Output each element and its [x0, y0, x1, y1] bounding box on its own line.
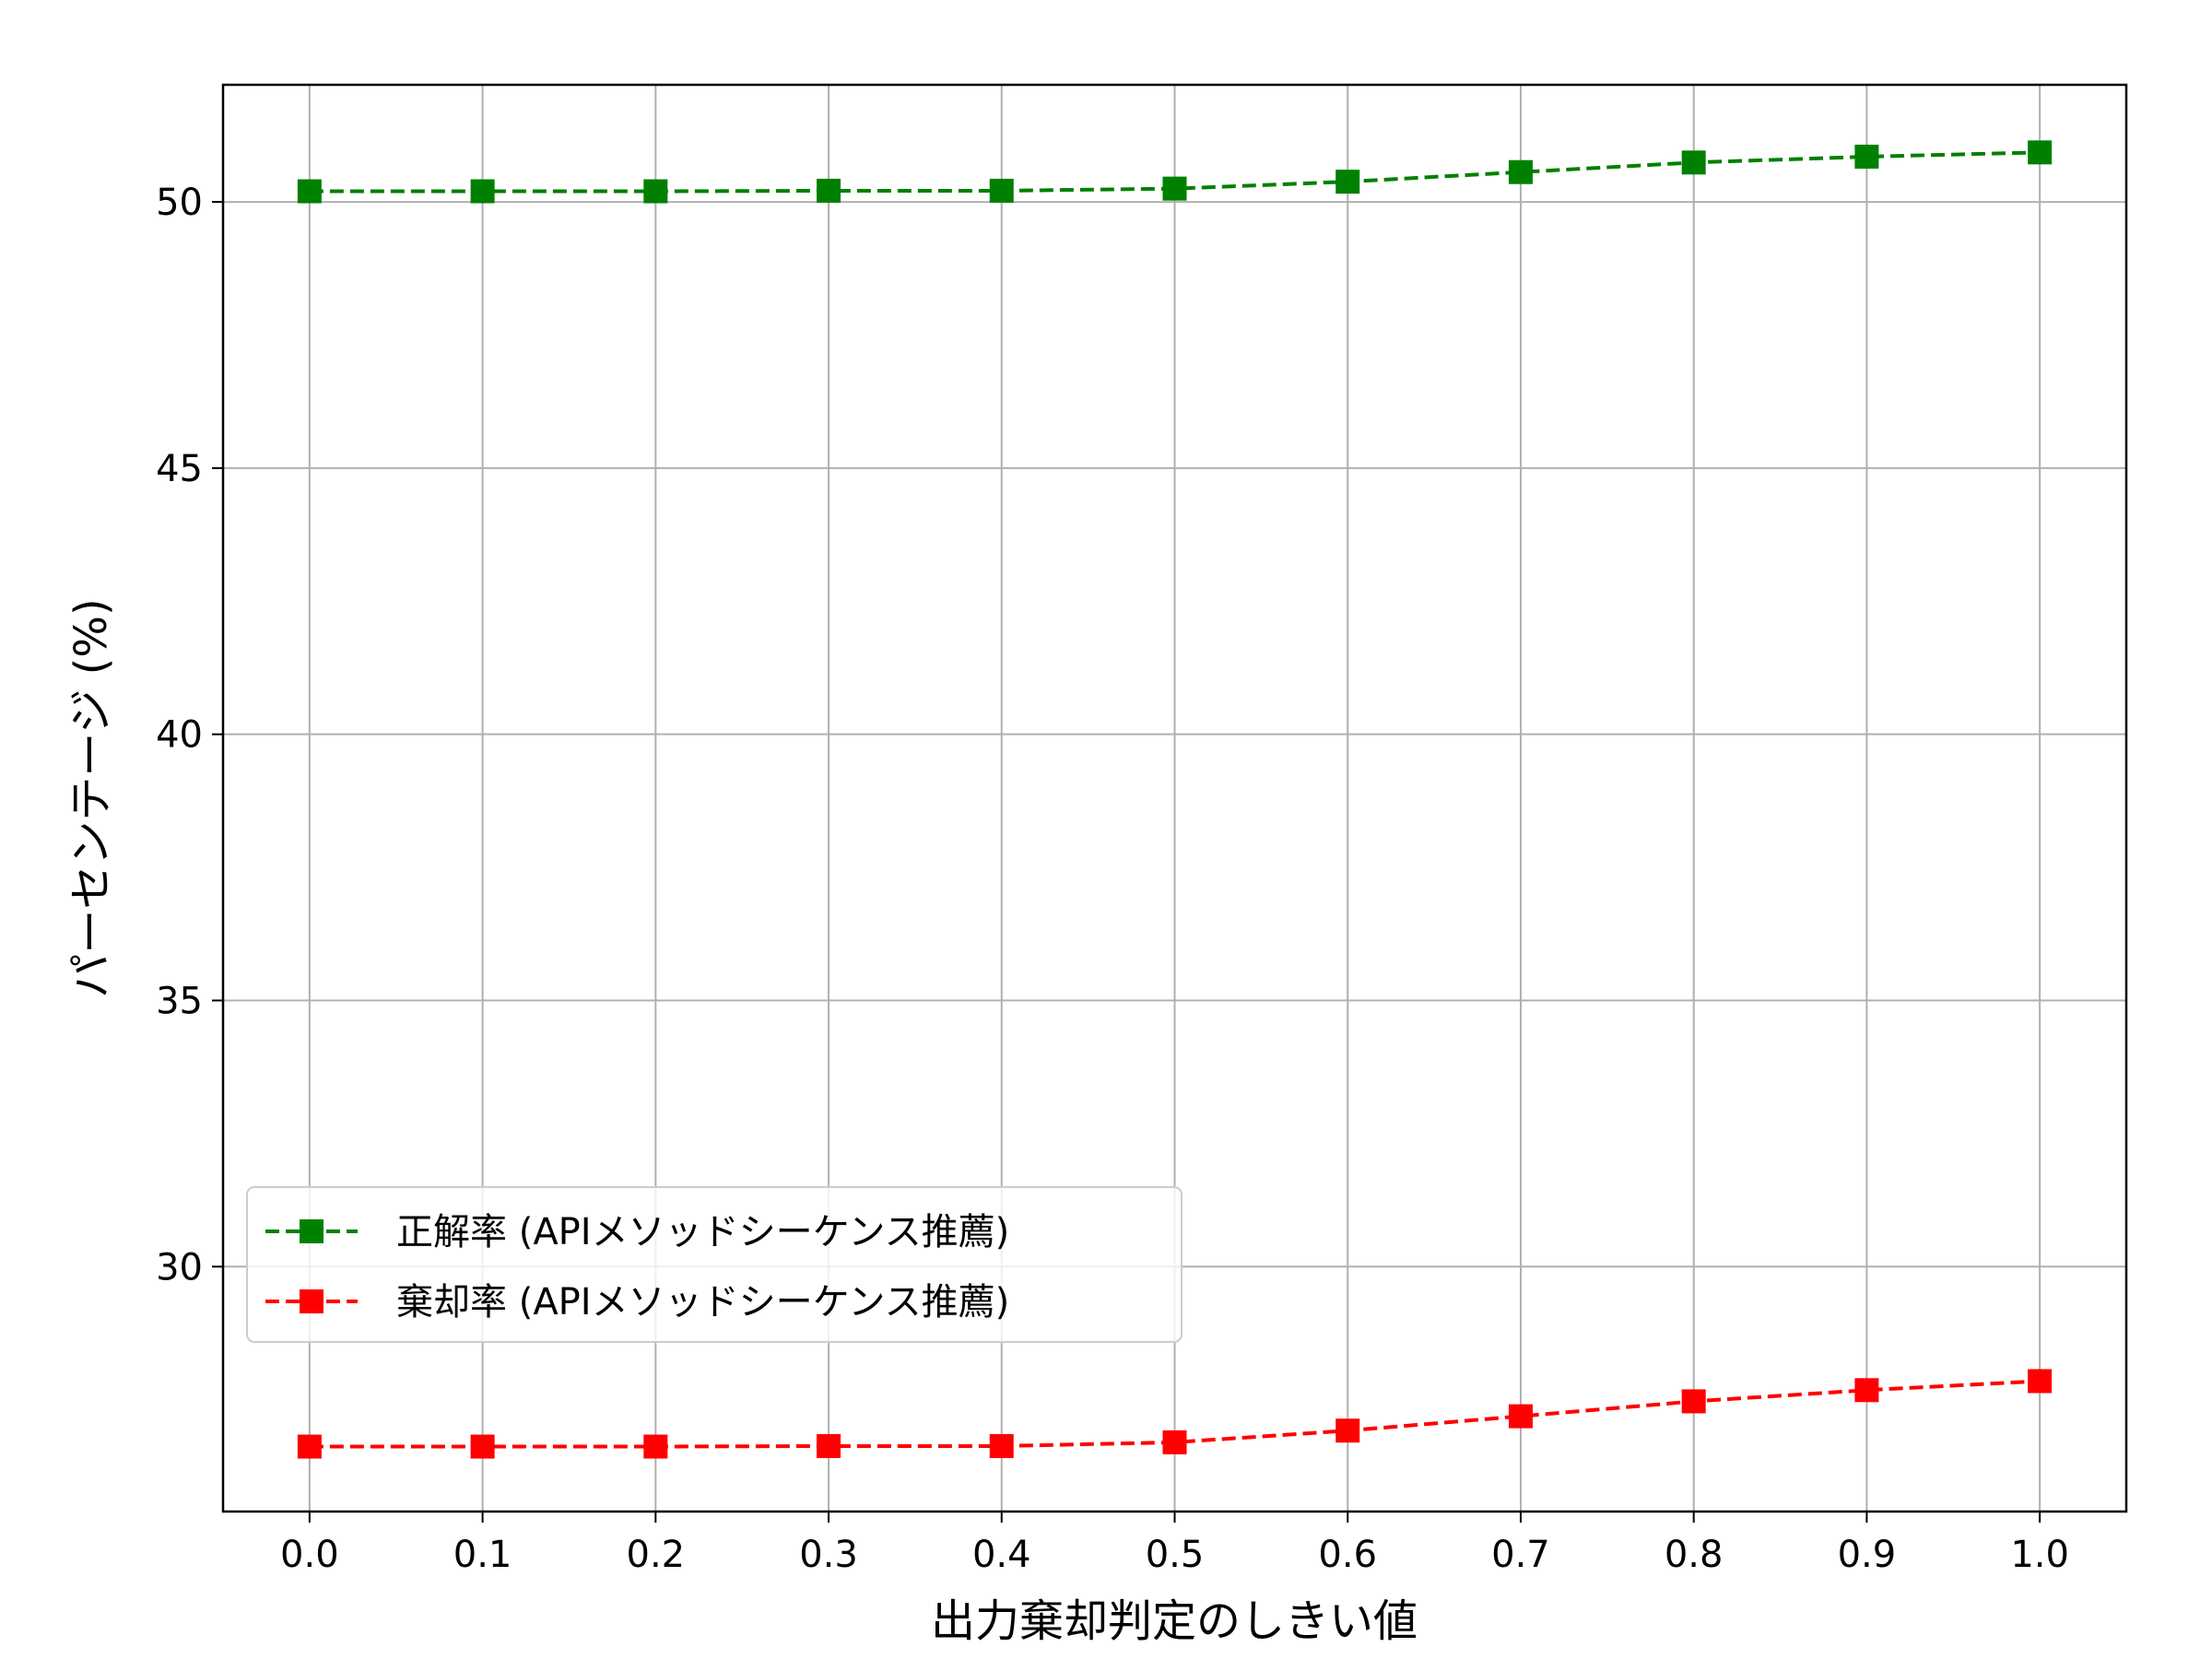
x-tick-label: 0.0: [280, 1534, 339, 1576]
data-point-accuracy: [470, 179, 495, 204]
series-layer: [297, 140, 2053, 1459]
y-tick-label: 35: [156, 980, 203, 1022]
data-point-accuracy: [1162, 176, 1187, 201]
data-point-accuracy: [2028, 140, 2053, 165]
data-point-accuracy: [1681, 150, 1706, 175]
x-tick-label: 0.5: [1146, 1534, 1205, 1576]
data-point-accuracy: [1335, 170, 1360, 194]
y-tick-label: 50: [156, 182, 203, 224]
data-point-rejection: [1681, 1389, 1706, 1414]
x-tick-label: 0.1: [453, 1534, 512, 1576]
x-tick-label: 1.0: [2010, 1534, 2069, 1576]
data-point-rejection: [1335, 1418, 1360, 1443]
data-point-rejection: [643, 1434, 668, 1459]
x-tick-label: 0.4: [972, 1534, 1031, 1576]
x-tick-label: 0.9: [1838, 1534, 1897, 1576]
legend: 正解率 (APIメソッドシーケンス推薦) 棄却率 (APIメソッドシーケンス推薦…: [246, 1186, 1182, 1343]
y-tick-label: 30: [156, 1246, 203, 1288]
data-point-rejection: [817, 1433, 841, 1458]
data-point-rejection: [1854, 1378, 1879, 1403]
data-point-accuracy: [817, 178, 841, 203]
legend-swatch-marker-accuracy: [300, 1219, 324, 1243]
x-tick-label: 0.2: [627, 1534, 686, 1576]
y-axis-title: パーセンテージ (%): [65, 598, 117, 997]
data-point-rejection: [470, 1434, 495, 1459]
x-tick-label: 0.8: [1665, 1534, 1724, 1576]
data-point-rejection: [1508, 1404, 1533, 1429]
x-tick-label: 0.3: [799, 1534, 858, 1576]
data-point-rejection: [1162, 1430, 1187, 1454]
x-axis-title: 出力棄却判定のしきい値: [931, 1595, 1418, 1647]
y-tick-label: 40: [156, 714, 203, 757]
data-point-rejection: [989, 1433, 1014, 1458]
data-point-rejection: [297, 1434, 322, 1459]
data-point-accuracy: [643, 179, 668, 204]
y-tick-label: 45: [156, 448, 203, 490]
data-point-rejection: [2028, 1369, 2053, 1394]
legend-label-accuracy: 正解率 (APIメソッドシーケンス推薦): [396, 1211, 1009, 1253]
data-point-accuracy: [989, 178, 1014, 203]
legend-swatch-marker-rejection: [300, 1289, 324, 1313]
data-point-accuracy: [297, 179, 322, 204]
x-tick-label: 0.6: [1318, 1534, 1377, 1576]
x-tick-label: 0.7: [1491, 1534, 1550, 1576]
legend-label-rejection: 棄却率 (APIメソッドシーケンス推薦): [396, 1281, 1009, 1324]
data-point-accuracy: [1854, 144, 1879, 169]
legend-box: [246, 1186, 1182, 1343]
ticks: 0.0 0.1 0.2 0.3 0.4 0.5 0.6 0.7 0.8 0.9 1.0 30 35 40 4…: [156, 182, 2069, 1576]
data-point-accuracy: [1508, 159, 1533, 184]
